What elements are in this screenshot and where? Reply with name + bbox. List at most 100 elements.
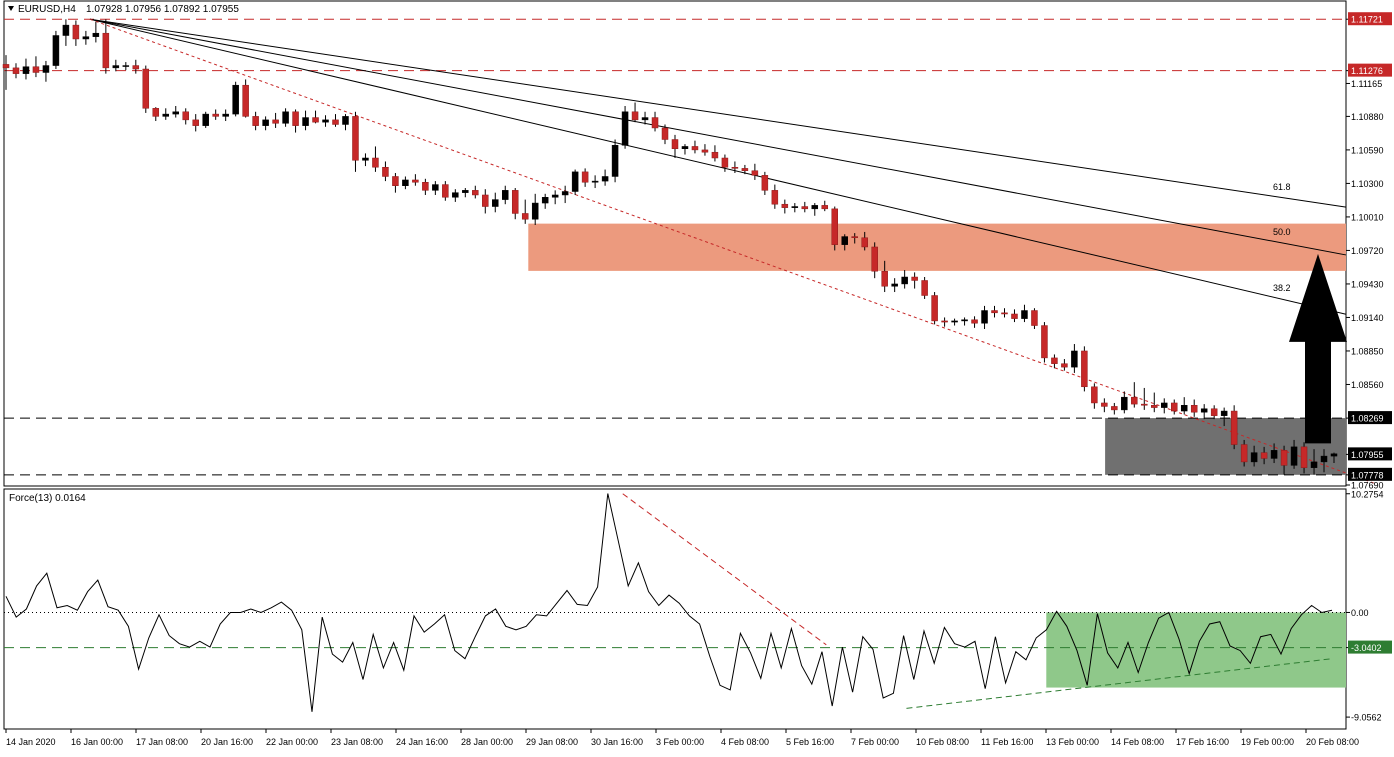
candle-body — [342, 116, 349, 125]
candle-body — [911, 276, 918, 281]
candle-body — [1061, 363, 1068, 368]
candle-body — [521, 213, 529, 220]
candle-body — [1320, 455, 1328, 463]
candle-body — [132, 65, 140, 70]
candle-body — [272, 119, 279, 124]
candle-body — [1141, 403, 1148, 406]
price-label-box — [1348, 411, 1392, 425]
candle-body — [1230, 410, 1238, 445]
force-axis-label: 0.00 — [1351, 608, 1369, 618]
candle-body — [42, 65, 50, 73]
candle-body — [412, 179, 419, 183]
x-axis-label: 23 Jan 08:00 — [331, 737, 383, 747]
candle-body — [561, 191, 569, 196]
candle-body — [691, 146, 699, 151]
candle-body — [362, 157, 369, 161]
candle-body — [541, 197, 549, 204]
price-axis-label: 1.11276 — [1351, 66, 1383, 76]
candle-body — [242, 84, 249, 117]
force-label-box — [1348, 640, 1392, 654]
candle-body — [1091, 386, 1098, 404]
candle-body — [941, 320, 948, 323]
candle-body — [681, 146, 689, 149]
candle-body — [72, 24, 80, 40]
x-axis-label: 28 Jan 00:00 — [461, 737, 513, 747]
price-axis-label: 1.07778 — [1351, 470, 1384, 480]
fib-fan-label: 50.0 — [1273, 227, 1291, 237]
symbol-menu-icon[interactable] — [8, 6, 14, 11]
candle-body — [711, 151, 719, 159]
candle-body — [32, 66, 40, 73]
x-axis-label: 3 Feb 00:00 — [656, 737, 704, 747]
candle-body — [1151, 405, 1158, 408]
symbol-title: EURUSD,H4 — [18, 4, 76, 15]
candle-body — [1190, 405, 1198, 413]
candle-body — [1081, 350, 1088, 388]
candle-body — [1200, 408, 1208, 413]
candle-body — [232, 84, 239, 115]
candle-body — [741, 168, 749, 171]
candle-body — [871, 246, 878, 272]
candle-body — [202, 113, 209, 126]
candle-body — [1111, 406, 1118, 411]
price-label-box — [1348, 467, 1392, 481]
price-axis-label: 1.10590 — [1351, 145, 1384, 155]
candle-body — [721, 157, 729, 168]
candle-body — [971, 319, 978, 324]
candle-body — [1330, 453, 1338, 457]
candle-body — [102, 32, 110, 69]
candle-body — [831, 208, 839, 245]
fib-fan-line — [89, 18, 1347, 315]
price-layer: 38.2 50.0 61.8 1.11721 1.11276 1.11165 1.10880… — [2, 12, 1392, 491]
price-axis-label: 1.10880 — [1351, 112, 1384, 122]
candle-body — [52, 35, 60, 66]
price-axis-label: 1.10300 — [1351, 179, 1384, 189]
candle-body — [422, 182, 429, 191]
candle-body — [781, 203, 789, 208]
candle-body — [881, 270, 888, 287]
candle-body — [901, 276, 908, 285]
x-axis-label: 24 Jan 16:00 — [396, 737, 448, 747]
candle-body — [801, 206, 809, 210]
x-axis-label: 17 Feb 16:00 — [1176, 737, 1229, 747]
x-axis-label: 5 Feb 16:00 — [786, 737, 834, 747]
x-axis-label: 14 Feb 08:00 — [1111, 737, 1164, 747]
force-axis-label: 10.2754 — [1351, 489, 1384, 499]
candle-body — [1071, 350, 1078, 368]
candle-body — [611, 145, 619, 177]
candle-body — [1001, 312, 1008, 315]
force-line — [5, 493, 1333, 712]
candle-body — [1131, 396, 1138, 405]
candle-body — [671, 139, 679, 149]
candle-body — [921, 280, 928, 296]
candle-body — [1300, 446, 1308, 468]
candle-body — [82, 36, 90, 40]
price-axis-label: 1.09140 — [1351, 313, 1384, 323]
candle-body — [621, 111, 629, 146]
candle-body — [442, 184, 449, 198]
x-axis-label: 22 Jan 00:00 — [266, 737, 318, 747]
candle-body — [252, 116, 259, 126]
candle-body — [472, 190, 479, 196]
candle-body — [162, 113, 170, 117]
candle-body — [1161, 402, 1168, 408]
x-axis-label: 10 Feb 08:00 — [916, 737, 969, 747]
resistance-zone — [528, 223, 1346, 271]
candle-body — [581, 171, 589, 183]
candle-body — [492, 199, 499, 207]
price-label-box — [1348, 447, 1392, 461]
candle-body — [731, 166, 739, 169]
candle-body — [981, 310, 988, 324]
candle-body — [1041, 325, 1048, 359]
candle-body — [931, 295, 938, 322]
candle-body — [601, 176, 609, 182]
candle-body — [1220, 410, 1228, 416]
candle-body — [1101, 402, 1108, 407]
price-axis-label: 1.09430 — [1351, 279, 1384, 289]
candle-body — [262, 119, 269, 126]
candle-body — [182, 111, 189, 121]
candle-body — [571, 171, 579, 192]
candle-body — [1170, 402, 1178, 412]
candle-body — [1310, 461, 1318, 468]
